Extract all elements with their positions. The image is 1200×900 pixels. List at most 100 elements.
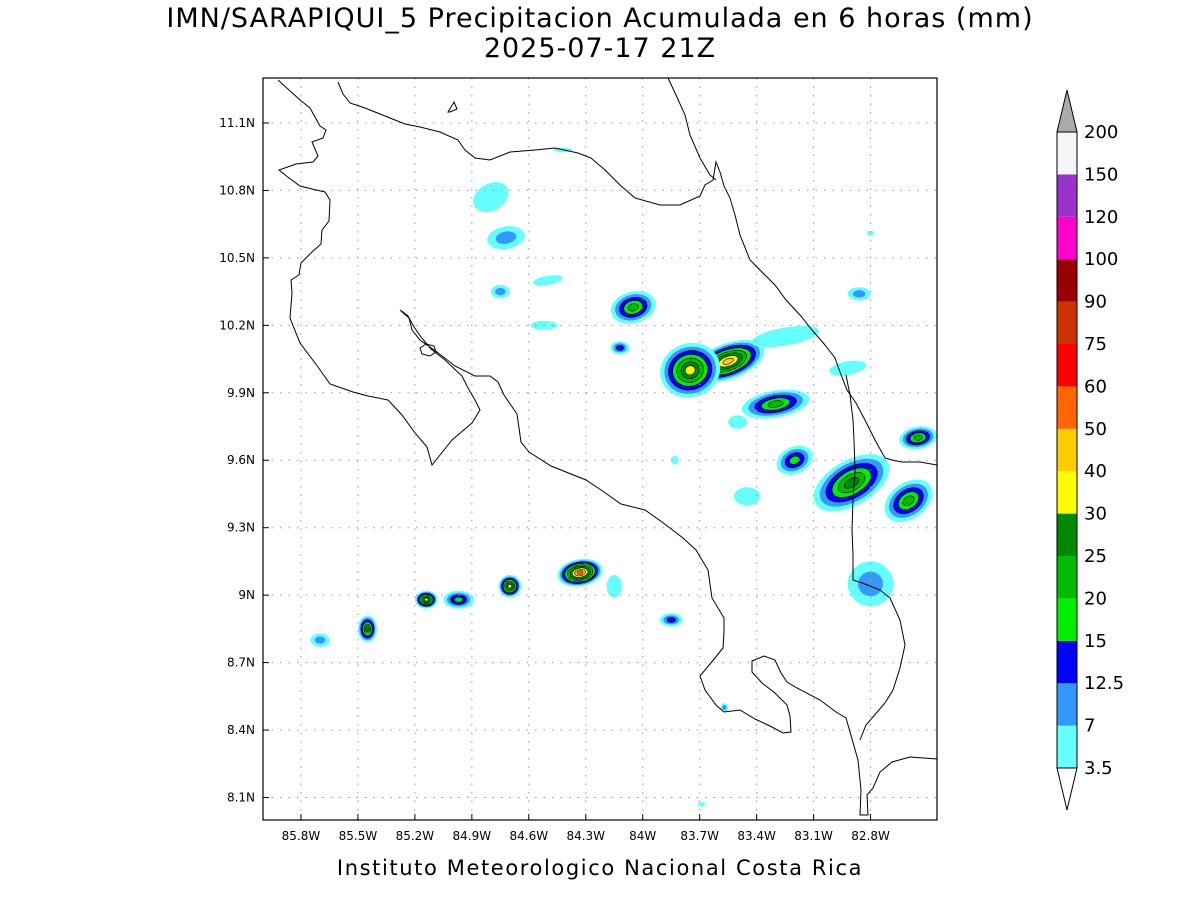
lat-tick-label: 11.1N	[219, 116, 255, 130]
precip-cell	[671, 455, 679, 465]
precip-contour	[532, 275, 563, 286]
precip-contour	[495, 287, 506, 296]
precip-contour	[722, 357, 734, 365]
precip-cell	[606, 574, 622, 598]
precip-cell	[829, 360, 867, 376]
precip-cell	[610, 291, 656, 324]
precip-contour	[858, 571, 883, 597]
precip-cell	[659, 613, 683, 627]
colorbar-top-arrow	[1056, 89, 1078, 133]
precip-cell	[728, 415, 748, 429]
precip-cell	[357, 615, 377, 643]
caribbean-coastline	[337, 81, 937, 466]
colorbar-swatch	[1057, 386, 1077, 429]
lake-island	[447, 100, 458, 113]
precip-contour	[829, 360, 867, 376]
lat-tick-label: 9.9N	[227, 386, 255, 400]
precip-contour	[671, 455, 679, 465]
precip-contour	[507, 583, 513, 589]
precip-contour	[733, 487, 761, 506]
precip-cell	[473, 182, 509, 213]
lat-tick-label: 10.5N	[219, 251, 255, 265]
colorbar-swatch	[1057, 556, 1077, 599]
precip-cell	[532, 275, 563, 286]
precip-contour	[902, 495, 915, 506]
precip-cell	[487, 226, 525, 250]
colorbar-level-label: 3.5	[1084, 758, 1113, 779]
precip-cell	[741, 389, 810, 419]
precip-cell	[557, 558, 603, 587]
lon-tick-label: 85.2W	[396, 829, 435, 843]
precip-cell	[443, 590, 474, 609]
colorbar-level-label: 30	[1084, 504, 1107, 525]
lon-tick-label: 85.8W	[282, 829, 321, 843]
lon-tick-label: 85.5W	[339, 829, 378, 843]
lon-tick-label: 83.7W	[680, 829, 719, 843]
colorbar-swatch	[1057, 471, 1077, 514]
nicaragua-border	[667, 78, 717, 181]
precip-contour	[697, 802, 706, 807]
axis-labels: 85.8W 85.5W 85.2W 84.9W 84.6W 84.3W 84W 83.7W 83…	[219, 116, 890, 843]
colorbar-level-label: 7	[1084, 716, 1095, 737]
precip-contour	[751, 325, 819, 348]
colorbar-level-label: 40	[1084, 461, 1107, 482]
precip-contour	[576, 570, 584, 575]
panama-border	[845, 374, 906, 741]
precip-cell	[751, 325, 819, 348]
precip-contour	[314, 636, 326, 644]
lon-tick-label: 84W	[629, 829, 656, 843]
precip-cell	[697, 802, 706, 807]
pacific-coastline	[277, 79, 937, 816]
colorbar-swatch	[1057, 174, 1077, 217]
precip-cell	[884, 479, 933, 522]
precip-contour	[789, 455, 801, 465]
lat-tick-label: 10.8N	[219, 183, 255, 197]
lon-tick-label: 84.3W	[566, 829, 605, 843]
colorbar-level-label: 150	[1084, 164, 1118, 185]
precip-contour	[684, 365, 696, 376]
lat-tick-label: 8.4N	[227, 723, 255, 737]
precip-contour	[728, 415, 748, 429]
colorbar-level-label: 60	[1084, 376, 1107, 397]
colorbar-swatch	[1057, 683, 1077, 726]
colorbar-level-label: 90	[1084, 292, 1107, 313]
precip-contour	[852, 290, 866, 298]
lat-tick-label: 10.2N	[219, 318, 255, 332]
colorbar-swatch	[1057, 428, 1077, 472]
lon-tick-label: 84.6W	[510, 829, 549, 843]
precip-cell	[498, 574, 522, 598]
colorbar-level-label: 15	[1084, 631, 1107, 652]
footer-credit: Instituto Meteorologico Nacional Costa R…	[336, 856, 864, 880]
precip-cell	[813, 454, 890, 512]
precip-cell	[776, 445, 813, 475]
precip-contour	[722, 705, 727, 711]
lat-tick-label: 9.3N	[227, 521, 255, 535]
colorbar-swatch	[1057, 301, 1077, 344]
lon-tick-label: 82.8W	[851, 829, 890, 843]
precip-cell	[866, 230, 875, 236]
grid-lines	[263, 78, 937, 820]
precip-cell	[847, 287, 871, 301]
colorbar-swatch	[1057, 216, 1077, 260]
map-title: IMN/SARAPIQUI_5 Precipitacion Acumulada …	[166, 3, 1034, 34]
precip-cell	[847, 561, 894, 607]
colorbar-swatch	[1057, 344, 1077, 387]
precip-cell	[310, 633, 330, 647]
precip-contour	[453, 596, 464, 603]
precip-contour	[767, 400, 784, 408]
colorbar-level-label: 200	[1084, 122, 1118, 143]
lat-tick-label: 9N	[238, 588, 255, 602]
map-background	[263, 78, 937, 820]
precip-contour	[866, 230, 875, 236]
precip-contour	[365, 625, 370, 632]
lat-tick-label: 9.6N	[227, 453, 255, 467]
colorbar-level-label: 100	[1084, 249, 1118, 270]
colorbar-swatch	[1057, 640, 1077, 684]
coastlines-borders	[277, 78, 937, 816]
colorbar-swatch	[1057, 513, 1077, 556]
precip-cell	[720, 703, 729, 713]
colorbar-swatch	[1057, 725, 1077, 768]
precipitation-layer	[310, 147, 937, 807]
precip-cell	[733, 487, 761, 506]
